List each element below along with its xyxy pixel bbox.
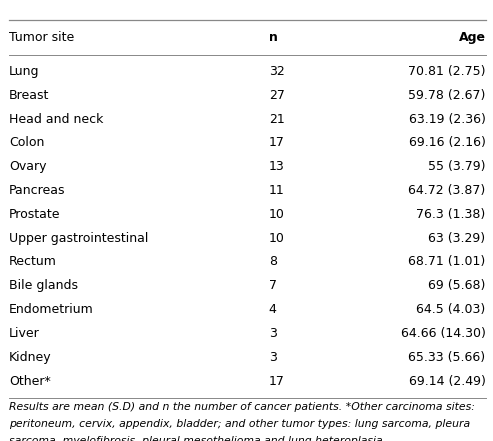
Text: 55 (3.79): 55 (3.79) bbox=[428, 160, 486, 173]
Text: 59.78 (2.67): 59.78 (2.67) bbox=[408, 89, 486, 102]
Text: 10: 10 bbox=[269, 232, 284, 245]
Text: 7: 7 bbox=[269, 279, 277, 292]
Text: 4: 4 bbox=[269, 303, 277, 316]
Text: Ovary: Ovary bbox=[9, 160, 46, 173]
Text: n: n bbox=[269, 31, 278, 44]
Text: Upper gastrointestinal: Upper gastrointestinal bbox=[9, 232, 148, 245]
Text: 8: 8 bbox=[269, 255, 277, 269]
Text: Lung: Lung bbox=[9, 65, 39, 78]
Text: 69 (5.68): 69 (5.68) bbox=[428, 279, 486, 292]
Text: 64.66 (14.30): 64.66 (14.30) bbox=[401, 327, 486, 340]
Text: 32: 32 bbox=[269, 65, 284, 78]
Text: 68.71 (1.01): 68.71 (1.01) bbox=[408, 255, 486, 269]
Text: peritoneum, cervix, appendix, bladder; and other tumor types: lung sarcoma, pleu: peritoneum, cervix, appendix, bladder; a… bbox=[9, 419, 470, 429]
Text: Bile glands: Bile glands bbox=[9, 279, 78, 292]
Text: 13: 13 bbox=[269, 160, 284, 173]
Text: 11: 11 bbox=[269, 184, 284, 197]
Text: 21: 21 bbox=[269, 112, 284, 126]
Text: Breast: Breast bbox=[9, 89, 49, 102]
Text: Prostate: Prostate bbox=[9, 208, 60, 221]
Text: Pancreas: Pancreas bbox=[9, 184, 66, 197]
Text: 3: 3 bbox=[269, 351, 277, 364]
Text: Tumor site: Tumor site bbox=[9, 31, 74, 44]
Text: 76.3 (1.38): 76.3 (1.38) bbox=[417, 208, 486, 221]
Text: 69.16 (2.16): 69.16 (2.16) bbox=[409, 136, 486, 149]
Text: 64.72 (3.87): 64.72 (3.87) bbox=[408, 184, 486, 197]
Text: 10: 10 bbox=[269, 208, 284, 221]
Text: 3: 3 bbox=[269, 327, 277, 340]
Text: 27: 27 bbox=[269, 89, 284, 102]
Text: 63.19 (2.36): 63.19 (2.36) bbox=[409, 112, 486, 126]
Text: Colon: Colon bbox=[9, 136, 44, 149]
Text: Rectum: Rectum bbox=[9, 255, 57, 269]
Text: 17: 17 bbox=[269, 374, 284, 388]
Text: 70.81 (2.75): 70.81 (2.75) bbox=[408, 65, 486, 78]
Text: Endometrium: Endometrium bbox=[9, 303, 94, 316]
Text: Liver: Liver bbox=[9, 327, 39, 340]
Text: Age: Age bbox=[458, 31, 486, 44]
Text: sarcoma, myelofibrosis, pleural mesothelioma and lung heteroplasia.: sarcoma, myelofibrosis, pleural mesothel… bbox=[9, 436, 386, 441]
Text: 17: 17 bbox=[269, 136, 284, 149]
Text: 63 (3.29): 63 (3.29) bbox=[428, 232, 486, 245]
Text: Other*: Other* bbox=[9, 374, 51, 388]
Text: Head and neck: Head and neck bbox=[9, 112, 103, 126]
Text: 69.14 (2.49): 69.14 (2.49) bbox=[409, 374, 486, 388]
Text: Results are mean (S.D) and n the number of cancer patients. *Other carcinoma sit: Results are mean (S.D) and n the number … bbox=[9, 402, 475, 412]
Text: 65.33 (5.66): 65.33 (5.66) bbox=[409, 351, 486, 364]
Text: Kidney: Kidney bbox=[9, 351, 51, 364]
Text: 64.5 (4.03): 64.5 (4.03) bbox=[417, 303, 486, 316]
